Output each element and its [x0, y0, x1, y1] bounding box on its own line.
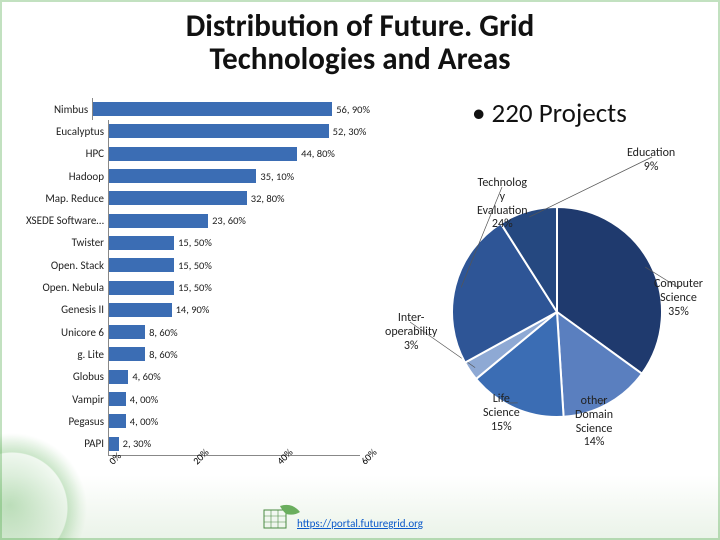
bar-track: 56, 90% — [92, 98, 370, 120]
bar-track: 8, 60% — [108, 321, 370, 343]
page-title: Distribution of Future. Grid Technologie… — [2, 2, 718, 77]
bar-track: 52, 30% — [108, 120, 370, 142]
bar-label: Genesis II — [20, 303, 108, 316]
pie-label: ComputerScience35% — [654, 278, 703, 319]
pie-label: Inter-operability3% — [385, 312, 437, 353]
bar-label: HPC — [20, 147, 108, 160]
bar — [109, 169, 256, 183]
bar-value: 8, 60% — [145, 326, 177, 339]
bar-track: 32, 80% — [108, 187, 370, 209]
bar — [109, 414, 126, 428]
bar-value: 4, 00% — [126, 393, 158, 406]
bar-value: 15, 50% — [174, 281, 212, 294]
bar-track: 14, 90% — [108, 299, 370, 321]
bar-track: 2, 30% — [108, 432, 370, 454]
bar — [109, 370, 128, 384]
bar-value: 56, 90% — [332, 103, 370, 116]
bar-value: 2, 30% — [119, 437, 151, 450]
bar-label: Open. Nebula — [20, 281, 108, 294]
bar-row: Open. Stack 15, 50% — [20, 254, 370, 276]
bar — [109, 147, 297, 161]
bar — [109, 214, 208, 228]
bar — [93, 102, 332, 116]
bar-value: 23, 60% — [208, 214, 246, 227]
bar — [109, 325, 145, 339]
bar-track: 4, 00% — [108, 388, 370, 410]
bar — [109, 347, 145, 361]
bar-label: PAPI — [20, 437, 108, 450]
bar-value: 8, 60% — [145, 348, 177, 361]
bar-label: Vampir — [20, 393, 108, 406]
bar-track: 23, 60% — [108, 209, 370, 231]
title-line2: Technologies and Areas — [209, 40, 510, 78]
bar-label: Globus — [20, 370, 108, 383]
bar-value: 52, 30% — [329, 125, 367, 138]
bar-row: Twister 15, 50% — [20, 232, 370, 254]
bar-value: 15, 50% — [174, 259, 212, 272]
bar-label: Hadoop — [20, 170, 108, 183]
bar-row: Nimbus 56, 90% — [20, 98, 370, 120]
bar — [109, 281, 174, 295]
bar-track: 35, 10% — [108, 165, 370, 187]
footer: https://portal.futuregrid.org — [2, 517, 718, 530]
bar-row: Unicore 6 8, 60% — [20, 321, 370, 343]
bar-track: 15, 50% — [108, 232, 370, 254]
bar-chart: Nimbus 56, 90% Eucalyptus 52, 30% HPC 44, 80%… — [20, 98, 370, 481]
bar — [109, 303, 172, 317]
bar-value: 4, 60% — [128, 370, 160, 383]
bar — [109, 236, 174, 250]
bar-value: 4, 00% — [126, 415, 158, 428]
projects-count: • 220 Projects — [472, 97, 627, 130]
title-line1: Distribution of Future. Grid — [186, 7, 535, 45]
bar-value: 14, 90% — [172, 303, 210, 316]
bar-label: Nimbus — [20, 103, 92, 116]
bar-value: 35, 10% — [256, 170, 294, 183]
bar-label: Map. Reduce — [20, 192, 108, 205]
bar-label: Twister — [20, 236, 108, 249]
bar-label: Eucalyptus — [20, 125, 108, 138]
bar-row: Eucalyptus 52, 30% — [20, 120, 370, 142]
bar-row: Globus 4, 60% — [20, 366, 370, 388]
bar — [109, 124, 329, 138]
bar — [109, 191, 247, 205]
bar-track: 15, 50% — [108, 276, 370, 298]
bar-track: 15, 50% — [108, 254, 370, 276]
bar-track: 44, 80% — [108, 143, 370, 165]
bar-row: HPC 44, 80% — [20, 143, 370, 165]
bar-row: g. Lite 8, 60% — [20, 343, 370, 365]
bar-value: 15, 50% — [174, 236, 212, 249]
bar-label: g. Lite — [20, 348, 108, 361]
bar-label: XSEDE Software… — [20, 214, 108, 227]
bar-label: Open. Stack — [20, 259, 108, 272]
bar-row: Vampir 4, 00% — [20, 388, 370, 410]
bar-track: 4, 00% — [108, 410, 370, 432]
pie-label: LifeScience15% — [483, 393, 520, 434]
bar-track: 4, 60% — [108, 366, 370, 388]
bar — [109, 392, 126, 406]
bar-value: 32, 80% — [247, 192, 285, 205]
bar-track: 8, 60% — [108, 343, 370, 365]
footer-link[interactable]: https://portal.futuregrid.org — [297, 517, 423, 530]
pie-label: Education9% — [627, 147, 675, 175]
pie-label: otherDomainScience14% — [575, 395, 613, 450]
bar-row: Open. Nebula 15, 50% — [20, 276, 370, 298]
bar-value: 44, 80% — [297, 147, 335, 160]
bar-label: Unicore 6 — [20, 326, 108, 339]
bar-row: XSEDE Software… 23, 60% — [20, 209, 370, 231]
bar-row: Map. Reduce 32, 80% — [20, 187, 370, 209]
pie-chart: ComputerScience35% otherDomainScience14% L… — [382, 147, 712, 457]
pie-label: TechnologyEvaluation24% — [477, 177, 528, 232]
bar-label: Pegasus — [20, 415, 108, 428]
bar-row: Hadoop 35, 10% — [20, 165, 370, 187]
bar — [109, 258, 174, 272]
x-axis: 0%20%40%60% — [108, 455, 360, 481]
bar-row: Genesis II 14, 90% — [20, 299, 370, 321]
bar-row: Pegasus 4, 00% — [20, 410, 370, 432]
